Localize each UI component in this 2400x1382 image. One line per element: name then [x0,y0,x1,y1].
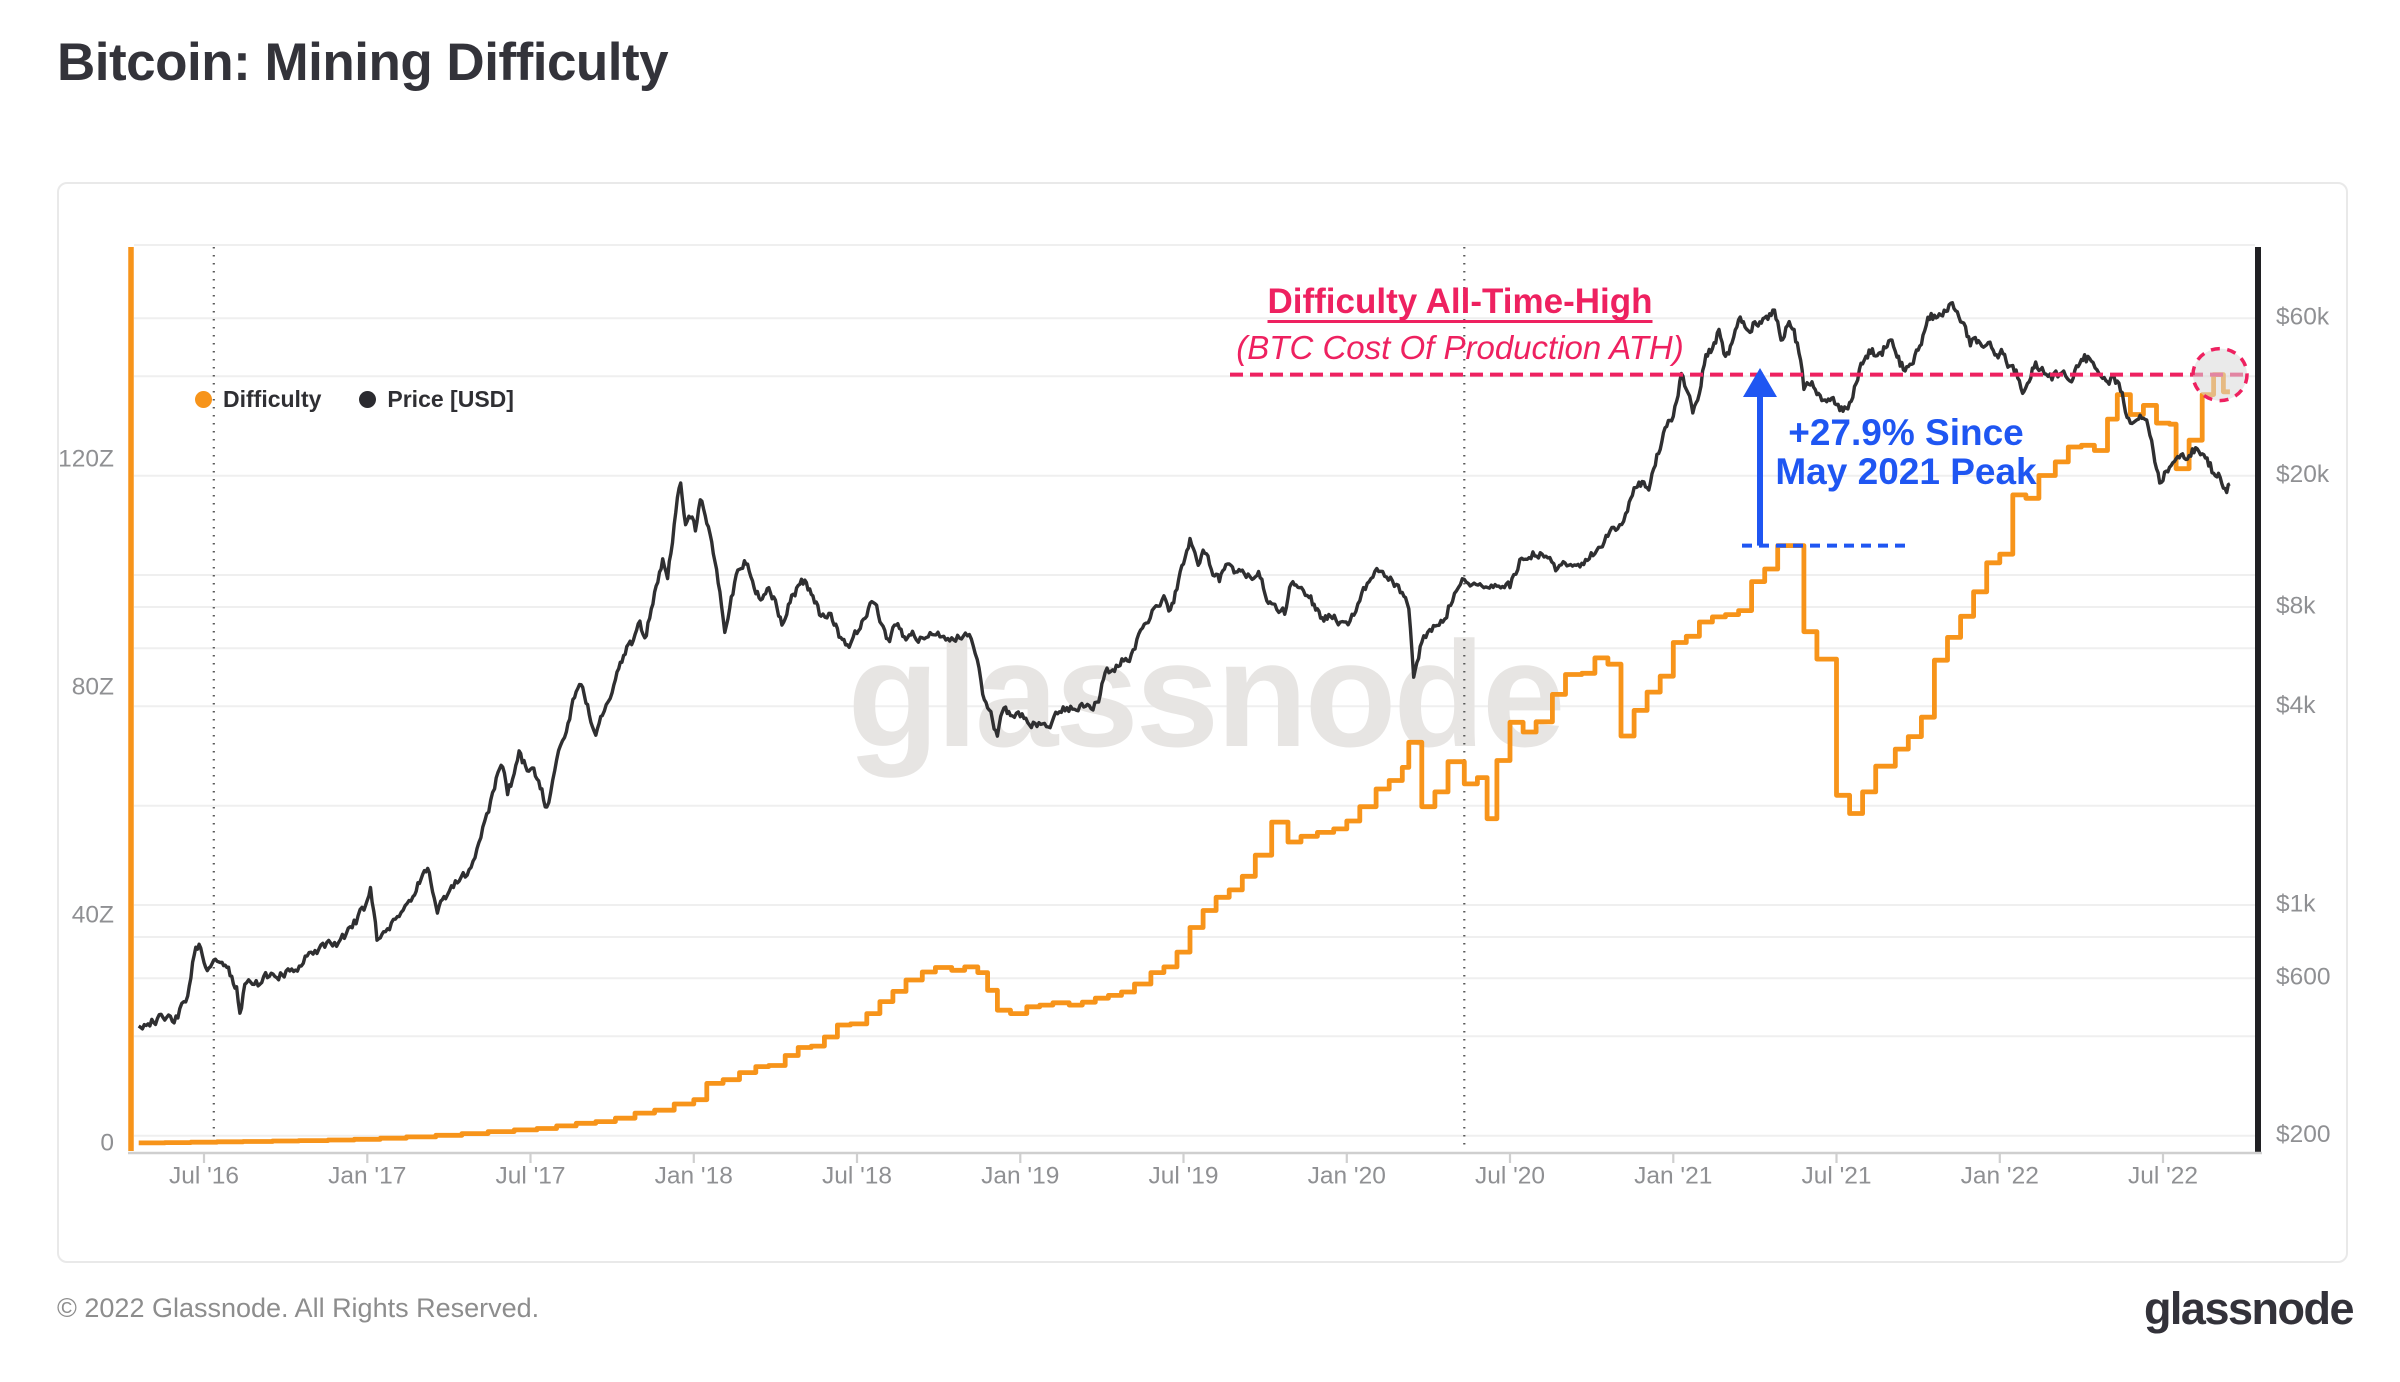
since-peak-line1: +27.9% Since [1788,412,2024,453]
x-tick-label: Jul '20 [1475,1162,1545,1189]
y-left-tick-label: 120Z [58,445,114,472]
page-title: Bitcoin: Mining Difficulty [57,33,669,92]
x-tick-label: Jan '21 [1634,1162,1712,1189]
since-peak-annotation: +27.9% Since May 2021 Peak [1756,413,2056,491]
y-right-tick-label: $1k [2276,890,2316,917]
y-right-tick-label: $4k [2276,692,2316,719]
price-swatch-icon [359,391,377,408]
y-left-tick-label: 80Z [72,673,114,700]
legend-label-difficulty: Difficulty [223,386,322,412]
glassnode-watermark: glassnode [848,610,1563,778]
x-tick-label: Jul '17 [495,1162,565,1189]
x-tick-label: Jul '18 [822,1162,892,1189]
y-left-tick-label: 40Z [72,901,114,928]
chart-legend: Difficulty Price [USD] [195,386,514,413]
ath-annotation: Difficulty All-Time-High (BTC Cost Of Pr… [1160,282,1760,367]
difficulty-swatch-icon [195,391,212,408]
x-tick-label: Jan '20 [1308,1162,1386,1189]
y-right-tick-label: $60k [2276,304,2330,331]
ath-annotation-subtitle: (BTC Cost Of Production ATH) [1236,329,1684,366]
legend-label-price: Price [USD] [387,386,514,412]
copyright-text: © 2022 Glassnode. All Rights Reserved. [57,1293,540,1323]
x-tick-label: Jul '21 [1801,1162,1871,1189]
x-tick-label: Jul '16 [169,1162,239,1189]
legend-item-difficulty[interactable]: Difficulty [195,386,321,413]
y-right-tick-label: $20k [2276,461,2330,488]
glassnode-wordmark: glassnode [2143,1283,2355,1334]
y-right-tick-label: $8k [2276,592,2316,619]
x-tick-label: Jan '22 [1961,1162,2039,1189]
since-peak-line2: May 2021 Peak [1775,451,2037,492]
y-left-tick-label: 0 [100,1129,114,1156]
chart-card: Difficulty Price [USD] [57,182,2348,1263]
x-tick-label: Jan '18 [655,1162,733,1189]
price-series-line [137,301,2231,1031]
ath-annotation-title: Difficulty All-Time-High [1267,282,1653,321]
x-tick-label: Jul '19 [1148,1162,1218,1189]
pct-arrow-head-icon [1743,368,1777,397]
legend-item-price[interactable]: Price [USD] [359,386,514,413]
y-right-tick-label: $200 [2276,1121,2331,1148]
difficulty-series-line [138,372,2230,1146]
ath-highlight-circle [2191,346,2249,403]
x-tick-label: Jan '17 [328,1162,406,1189]
x-tick-label: Jan '19 [981,1162,1059,1189]
x-tick-label: Jul '22 [2128,1162,2198,1189]
y-right-tick-label: $600 [2276,964,2331,991]
